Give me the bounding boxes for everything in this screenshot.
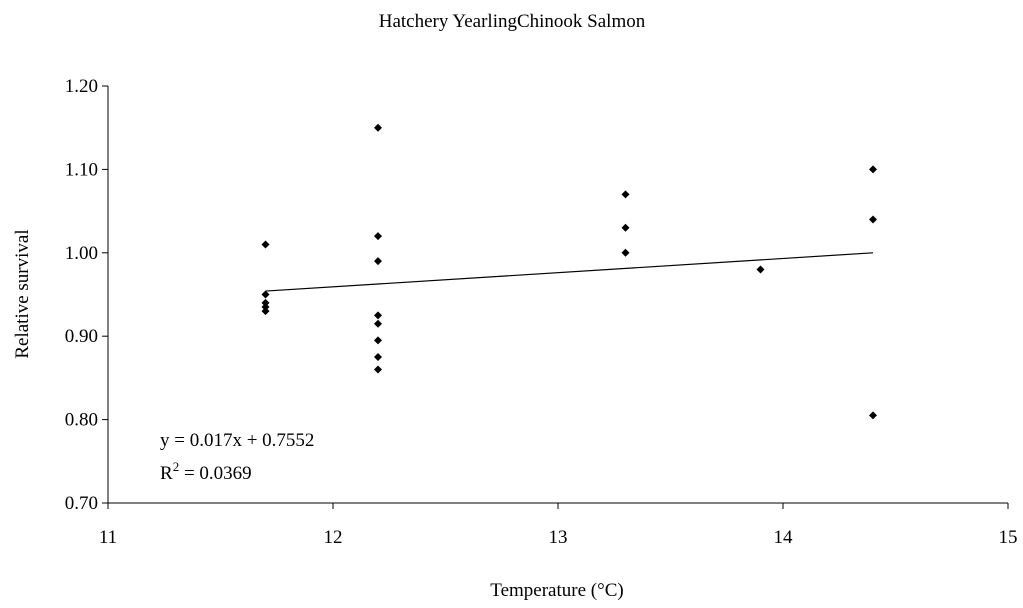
- y-tick-label: 1.00: [65, 243, 98, 264]
- x-tick-label: 13: [549, 527, 568, 548]
- data-point: [261, 290, 270, 299]
- y-tick-label: 1.10: [65, 159, 98, 180]
- data-point: [756, 265, 765, 274]
- data-point: [621, 190, 630, 199]
- data-point: [374, 336, 382, 345]
- data-point: [261, 298, 270, 307]
- data-point: [869, 215, 877, 224]
- data-point: [374, 311, 382, 320]
- data-point: [621, 248, 630, 257]
- data-point: [374, 319, 382, 328]
- y-tick-label: 0.90: [65, 326, 98, 347]
- x-tick-label: 15: [999, 527, 1018, 548]
- trendline: [265, 252, 874, 292]
- y-axis-ticks: 0.70 0.80 0.90 1.00 1.10 1.20: [65, 76, 108, 514]
- trendline-group: [265, 252, 874, 292]
- data-point: [374, 123, 382, 132]
- data-point: [374, 232, 382, 241]
- x-tick-label: 14: [774, 527, 794, 548]
- data-point: [869, 411, 877, 420]
- y-tick-label: 0.80: [65, 410, 98, 431]
- x-tick-label: 12: [324, 527, 343, 548]
- data-point: [374, 353, 382, 362]
- y-tick-label: 0.70: [65, 493, 98, 514]
- data-points: [261, 123, 877, 420]
- data-point: [374, 365, 382, 374]
- x-axis-ticks: 11 12 13 14 15: [99, 503, 1018, 548]
- r-squared-label: R2 = 0.0369: [160, 459, 252, 484]
- data-point: [621, 223, 630, 232]
- r-squared-value: = 0.0369: [179, 463, 251, 484]
- r-squared-superscript: 2: [173, 459, 180, 474]
- y-tick-label: 1.20: [65, 76, 98, 97]
- data-point: [869, 165, 877, 174]
- r-squared-prefix: R: [160, 463, 173, 484]
- data-point: [261, 303, 270, 312]
- regression-equation: y = 0.017x + 0.7552: [160, 430, 314, 451]
- data-point: [261, 307, 270, 316]
- x-axis-label: Temperature (°C): [490, 580, 623, 601]
- y-axis-label: Relative survival: [12, 229, 33, 358]
- chart-title: Hatchery YearlingChinook Salmon: [379, 11, 646, 32]
- x-tick-label: 11: [99, 527, 117, 548]
- data-point: [374, 257, 382, 266]
- data-point: [261, 240, 270, 249]
